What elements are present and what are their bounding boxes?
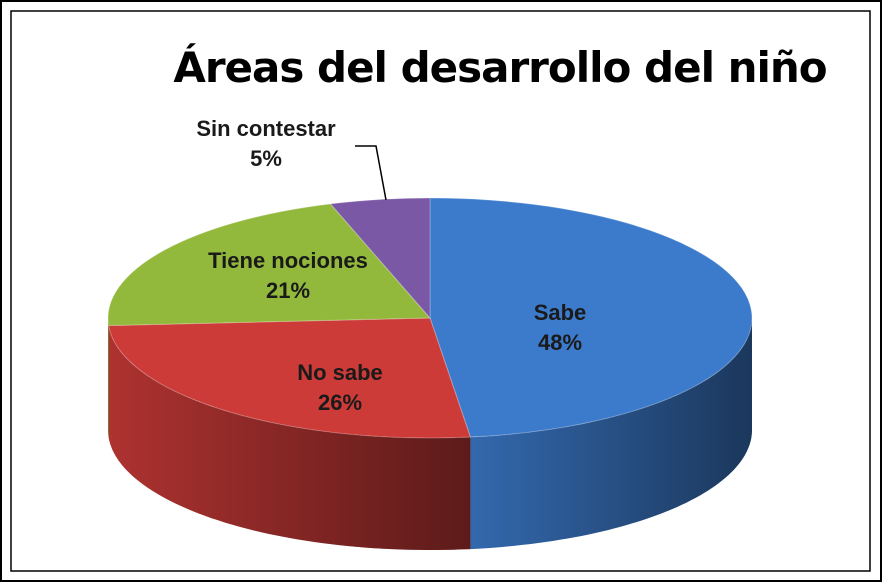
slice-side-shade xyxy=(108,318,109,438)
slice-label: Tiene nociones 21% xyxy=(208,248,368,303)
slice-category: Sabe xyxy=(534,300,587,325)
slice xyxy=(329,197,431,320)
slice-label: Sabe 48% xyxy=(534,300,587,355)
slice xyxy=(107,203,432,327)
slice-category: Sin contestar xyxy=(196,116,336,141)
chart-title: Áreas del desarrollo del niño xyxy=(173,42,826,92)
slice-value: 21% xyxy=(266,278,310,303)
leader-line xyxy=(355,145,387,201)
slice-value: 26% xyxy=(318,390,362,415)
slice-side-shade xyxy=(108,325,471,550)
slice xyxy=(108,317,472,439)
slice-category: Tiene nociones xyxy=(208,248,368,273)
slice-value: 5% xyxy=(250,146,282,171)
slice xyxy=(429,197,753,438)
slice-value: 48% xyxy=(538,330,582,355)
slice-label: Sin contestar 5% xyxy=(196,116,336,171)
slice-label: No sabe 26% xyxy=(297,360,383,415)
slice-side-shade xyxy=(470,318,752,550)
slice-category: No sabe xyxy=(297,360,383,385)
